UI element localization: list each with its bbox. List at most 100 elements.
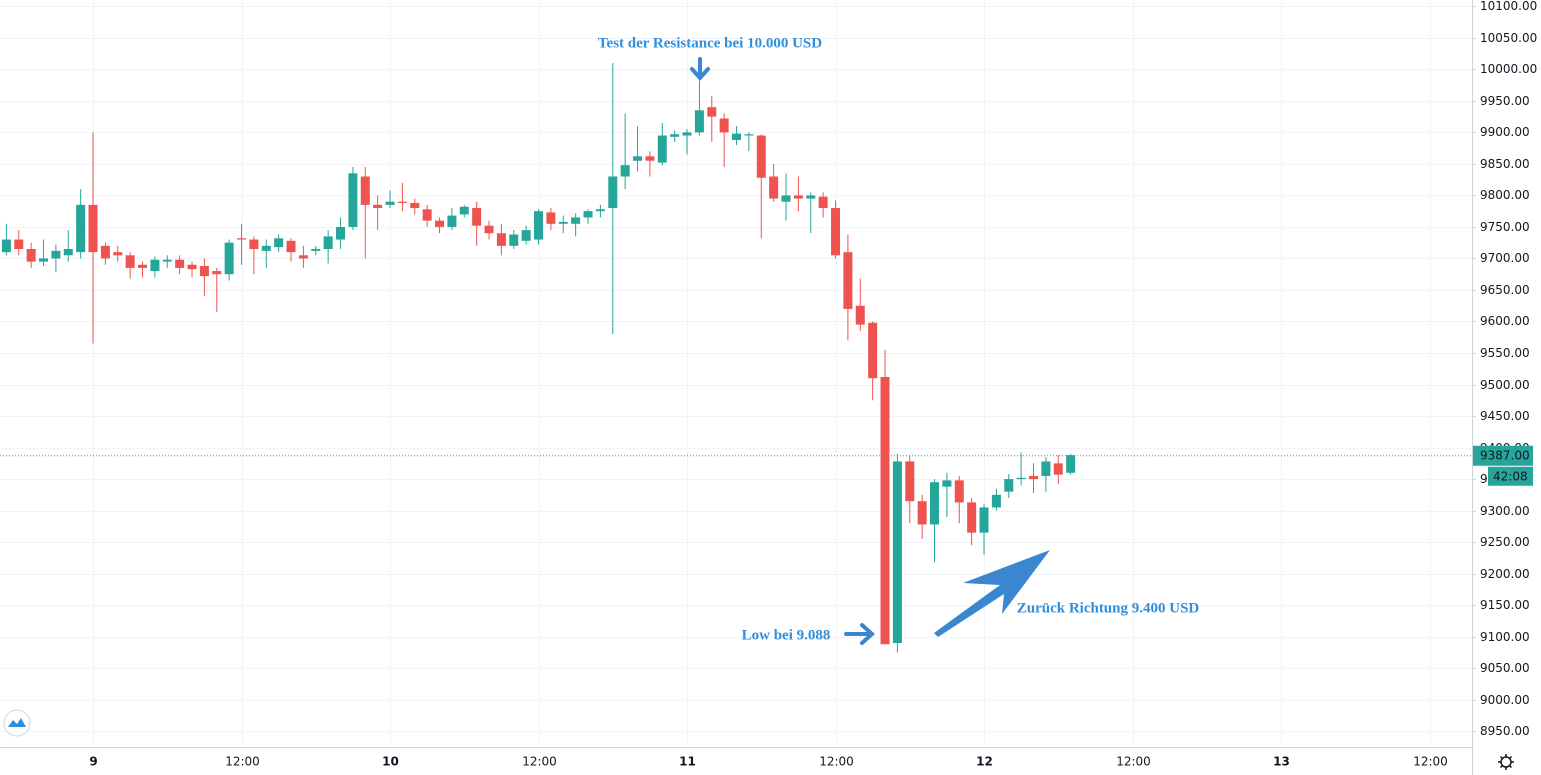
- candle-body: [657, 135, 667, 163]
- candle-body: [447, 215, 457, 227]
- logo-mark: [8, 718, 26, 727]
- candle-body: [237, 238, 247, 240]
- candle-body: [719, 118, 729, 133]
- y-tick-label: 9550.00: [1480, 346, 1530, 360]
- candle-body: [100, 245, 110, 259]
- candle-body: [249, 239, 259, 249]
- candle-body: [422, 209, 432, 221]
- candle-body: [348, 173, 358, 227]
- candle-body: [620, 165, 630, 177]
- candle-body: [435, 220, 445, 227]
- candle-body: [125, 255, 135, 268]
- y-tick-label: 9850.00: [1480, 157, 1530, 171]
- candle-body: [1004, 479, 1014, 492]
- candle-body: [286, 240, 296, 253]
- candle-body: [942, 480, 952, 487]
- settings-icon[interactable]: [1498, 754, 1514, 770]
- x-tick-label: 12:00: [1413, 755, 1448, 769]
- gear-teeth[interactable]: [1498, 754, 1514, 770]
- candle-body: [274, 238, 284, 248]
- x-tick-label: 12:00: [819, 755, 854, 769]
- y-tick-label: 9150.00: [1480, 598, 1530, 612]
- y-tick-label: 9050.00: [1480, 661, 1530, 675]
- candle-body: [1041, 461, 1051, 476]
- candle-body: [1, 239, 11, 253]
- candle-body: [744, 134, 754, 136]
- logo-circle: [3, 709, 31, 737]
- candle-body: [410, 202, 420, 209]
- x-tick-label: 9: [89, 755, 97, 769]
- candle-body: [917, 501, 927, 525]
- y-tick-label: 9300.00: [1480, 504, 1530, 518]
- x-tick-label: 10: [382, 755, 399, 769]
- candle-body: [880, 376, 890, 645]
- candle-body: [1016, 477, 1026, 480]
- candle-body: [546, 212, 556, 224]
- candle-body: [806, 195, 816, 199]
- candle-body: [212, 271, 222, 275]
- candle-body: [138, 264, 148, 268]
- y-tick-label: 9250.00: [1480, 535, 1530, 549]
- x-tick-label: 12:00: [522, 755, 557, 769]
- x-tick-label: 12: [976, 755, 993, 769]
- candle-body: [694, 110, 704, 133]
- logo: [3, 709, 31, 737]
- annotation: Low bei 9.088: [742, 627, 831, 643]
- candle-body: [954, 480, 964, 503]
- candle-body: [175, 259, 185, 268]
- candle-body: [509, 234, 519, 246]
- arrow: [690, 57, 710, 82]
- candle-body: [323, 236, 333, 249]
- candle-body: [707, 107, 717, 117]
- candle-body: [1053, 463, 1063, 475]
- candle-body: [373, 204, 383, 209]
- candle-body: [682, 132, 692, 136]
- candle-body: [843, 252, 853, 309]
- y-tick-label: 10050.00: [1480, 31, 1537, 45]
- candle-body: [756, 135, 766, 178]
- annotation: Zurück Richtung 9.400 USD: [1017, 600, 1200, 616]
- arrow: [934, 550, 1050, 637]
- annotation: Test der Resistance bei 10.000 USD: [598, 35, 822, 51]
- candle-body: [298, 255, 308, 259]
- candles: [0, 63, 1472, 653]
- candle-body: [732, 133, 742, 140]
- candle-body: [162, 259, 172, 262]
- last-price-label: 9387.00: [1480, 448, 1530, 462]
- candle-body: [360, 176, 370, 205]
- y-tick-label: 9500.00: [1480, 378, 1530, 392]
- candle-body: [633, 156, 643, 161]
- candle-body: [1029, 475, 1039, 480]
- candle-body: [571, 217, 581, 224]
- y-tick-label: 9800.00: [1480, 188, 1530, 202]
- candle-body: [113, 252, 123, 256]
- y-tick-label: 10000.00: [1480, 62, 1537, 76]
- y-tick-label: 9750.00: [1480, 220, 1530, 234]
- candle-body: [769, 176, 779, 199]
- candle-body: [868, 322, 878, 379]
- x-tick-label: 11: [679, 755, 696, 769]
- candle-body: [979, 507, 989, 533]
- candle-body: [187, 264, 197, 270]
- candle-body: [967, 502, 977, 533]
- candle-body: [930, 482, 940, 525]
- candle-body: [39, 258, 49, 262]
- candle-body: [199, 266, 209, 277]
- candle-body: [224, 242, 234, 275]
- candle-body: [670, 134, 680, 137]
- candle-body: [397, 201, 407, 203]
- y-tick-label: 9100.00: [1480, 630, 1530, 644]
- y-tick-label: 9200.00: [1480, 567, 1530, 581]
- last-price-box: [1473, 445, 1533, 466]
- y-tick-label: 9950.00: [1480, 94, 1530, 108]
- candle-body: [831, 208, 841, 256]
- y-tick-label: 9450.00: [1480, 409, 1530, 423]
- candle-body: [88, 204, 98, 253]
- candle-body: [793, 195, 803, 199]
- y-tick-label: 8950.00: [1480, 724, 1530, 738]
- candle-body: [385, 201, 395, 205]
- y-tick-label: 9650.00: [1480, 283, 1530, 297]
- candle-body: [261, 245, 271, 251]
